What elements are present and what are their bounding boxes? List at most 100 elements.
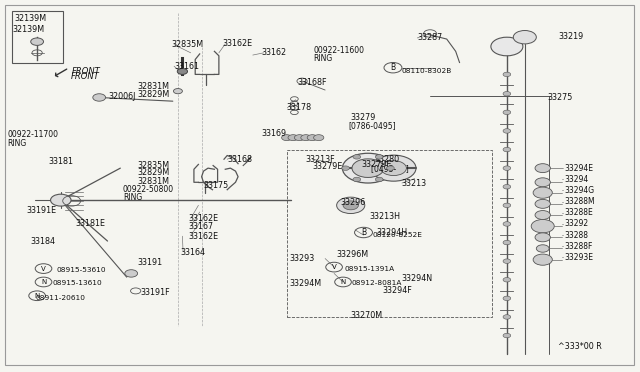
Circle shape [513, 31, 536, 44]
Circle shape [353, 177, 360, 182]
Text: 32835M: 32835M [172, 40, 204, 49]
Circle shape [51, 194, 71, 206]
Text: 08110-8302B: 08110-8302B [402, 68, 452, 74]
Circle shape [536, 245, 549, 252]
Circle shape [503, 222, 511, 226]
Circle shape [307, 135, 317, 141]
Text: 32139M: 32139M [13, 25, 45, 34]
Text: 33191F: 33191F [141, 288, 170, 297]
Text: 33175: 33175 [204, 181, 228, 190]
Text: V: V [41, 266, 46, 272]
Text: 33162E: 33162E [189, 214, 219, 223]
Circle shape [503, 333, 511, 338]
Text: 00922-11700: 00922-11700 [8, 130, 59, 139]
Circle shape [375, 155, 383, 159]
Text: 32831M: 32831M [138, 82, 170, 91]
Text: N: N [35, 293, 40, 299]
Circle shape [387, 166, 394, 170]
Text: 33279: 33279 [351, 113, 376, 122]
Circle shape [93, 94, 106, 101]
Text: 33213F: 33213F [306, 155, 335, 164]
Text: 33162E: 33162E [189, 232, 219, 241]
Circle shape [352, 159, 384, 177]
Bar [287, 150, 492, 317]
Text: 33294N: 33294N [402, 274, 433, 283]
Text: 32829M: 32829M [138, 169, 170, 177]
Circle shape [503, 147, 511, 152]
Circle shape [535, 233, 550, 242]
Text: N: N [41, 279, 46, 285]
Circle shape [535, 199, 550, 208]
Text: [0495-    ]: [0495- ] [371, 164, 409, 173]
Text: V: V [332, 264, 337, 270]
Circle shape [533, 187, 552, 198]
Circle shape [288, 135, 298, 141]
Text: FRONT: FRONT [72, 67, 100, 76]
Text: FRONT: FRONT [70, 72, 99, 81]
Circle shape [503, 259, 511, 263]
Text: 32835M: 32835M [138, 161, 170, 170]
Text: 33191: 33191 [138, 258, 163, 267]
Circle shape [173, 89, 182, 94]
Circle shape [503, 72, 511, 77]
Circle shape [342, 153, 394, 183]
Circle shape [375, 177, 383, 182]
Text: 33169: 33169 [261, 129, 286, 138]
Circle shape [342, 166, 349, 170]
Text: [0786-0495]: [0786-0495] [349, 121, 396, 130]
Circle shape [535, 164, 550, 173]
Text: 33213H: 33213H [370, 212, 401, 221]
Circle shape [503, 110, 511, 115]
Text: 33275: 33275 [547, 93, 573, 102]
Text: 33270M: 33270M [351, 311, 383, 320]
Circle shape [371, 155, 416, 181]
Text: 33294G: 33294G [564, 186, 595, 195]
Circle shape [503, 92, 511, 96]
Text: 08911-20610: 08911-20610 [35, 295, 85, 301]
Circle shape [503, 296, 511, 301]
Circle shape [503, 278, 511, 282]
Text: 33293E: 33293E [564, 253, 593, 262]
Text: 33294E: 33294E [564, 164, 593, 173]
Text: 33294M: 33294M [289, 279, 321, 288]
Circle shape [177, 68, 188, 74]
Circle shape [491, 37, 523, 56]
Text: 33288: 33288 [564, 231, 589, 240]
Text: 33292: 33292 [564, 219, 589, 228]
Text: 32139M: 32139M [14, 14, 46, 23]
Text: 33213: 33213 [402, 179, 427, 187]
Text: 08915-53610: 08915-53610 [56, 267, 106, 273]
Circle shape [125, 270, 138, 277]
Text: 33168F: 33168F [298, 78, 327, 87]
Text: 33296M: 33296M [336, 250, 368, 259]
Text: 08915-13610: 08915-13610 [52, 280, 102, 286]
Text: 33167: 33167 [189, 222, 214, 231]
Text: 33184: 33184 [31, 237, 56, 246]
Text: 33294F: 33294F [383, 286, 412, 295]
Text: 33280: 33280 [374, 155, 399, 164]
Text: 33164: 33164 [180, 248, 205, 257]
Text: 33288M: 33288M [564, 197, 595, 206]
Circle shape [503, 240, 511, 245]
Circle shape [503, 129, 511, 133]
Circle shape [301, 135, 311, 141]
Text: 00922-11600: 00922-11600 [314, 46, 365, 55]
Circle shape [282, 135, 292, 141]
Circle shape [531, 219, 554, 233]
Text: 33288F: 33288F [564, 242, 593, 251]
Text: 33288E: 33288E [564, 208, 593, 217]
Circle shape [535, 211, 550, 219]
Text: 33293: 33293 [289, 254, 314, 263]
Text: 33219: 33219 [558, 32, 583, 41]
Text: N: N [340, 279, 346, 285]
Text: 33161: 33161 [174, 62, 199, 71]
Circle shape [294, 135, 305, 141]
Circle shape [533, 254, 552, 265]
Text: 33162: 33162 [261, 48, 286, 57]
Text: 33294: 33294 [564, 175, 589, 184]
Text: 32831M: 32831M [138, 177, 170, 186]
Circle shape [535, 178, 550, 187]
Text: 08912-8081A: 08912-8081A [352, 280, 403, 286]
Text: RING: RING [123, 193, 142, 202]
Text: 33191E: 33191E [27, 206, 57, 215]
